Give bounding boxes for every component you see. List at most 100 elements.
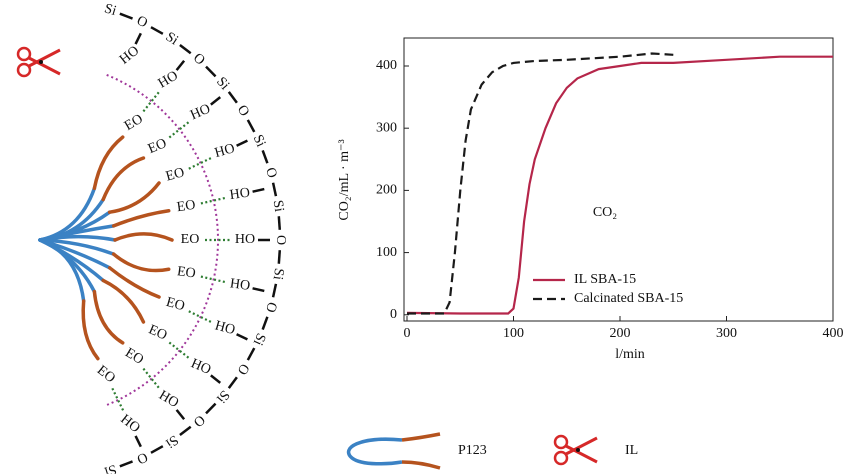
wall-bond	[120, 461, 133, 466]
scissors-blade	[566, 438, 597, 454]
legend-il: IL	[625, 443, 638, 458]
ho-group: HO	[189, 356, 213, 378]
scissors-pivot	[576, 448, 580, 452]
wall-atom: Si	[163, 432, 181, 451]
wall-link	[136, 33, 141, 44]
x-tick-label: 100	[503, 326, 524, 341]
scissors-blade	[29, 50, 60, 66]
wall-atom: Si	[250, 133, 269, 150]
eo-group: EO	[94, 363, 118, 386]
y-tick-label: 400	[376, 58, 397, 73]
wall-atom: Si	[250, 331, 269, 348]
legend-p123-peo	[349, 439, 402, 464]
wall-link	[211, 375, 220, 382]
scissors-blade	[29, 58, 60, 74]
wall-bond	[229, 377, 237, 388]
wall-atom: O	[134, 449, 150, 467]
wall-bond	[263, 150, 268, 163]
wall-bond	[206, 404, 216, 414]
wall-atom: O	[262, 300, 279, 314]
wall-atom: O	[134, 13, 150, 31]
ppo-chain	[94, 137, 122, 188]
ho-group: HO	[235, 232, 255, 247]
wall-bond	[248, 348, 254, 360]
ppo-chain	[115, 234, 172, 240]
legend-label: Calcinated SBA-15	[574, 291, 683, 306]
legend-label: IL SBA-15	[574, 272, 636, 287]
eo-group: EO	[122, 112, 146, 134]
wall-bond	[180, 45, 191, 53]
y-axis-label: CO₂/mL · m⁻³	[337, 139, 352, 220]
wall-link	[211, 97, 220, 104]
ppo-chain	[110, 183, 159, 212]
ho-group: HO	[229, 276, 251, 294]
wall-bond	[151, 27, 163, 34]
hydrogen-bond	[143, 92, 159, 111]
wall-atom: O	[273, 235, 288, 245]
wall-bond	[120, 14, 133, 19]
x-tick-label: 200	[610, 326, 631, 341]
x-axis-label: l/min	[615, 347, 645, 362]
wall-bond	[229, 92, 237, 103]
wall-bond	[151, 446, 163, 453]
ho-group: HO	[213, 318, 236, 338]
y-tick-label: 200	[376, 183, 397, 198]
scissors-blade	[566, 446, 597, 462]
ppo-chain	[94, 292, 122, 343]
wall-bond	[273, 284, 276, 297]
ppo-chain	[114, 254, 169, 270]
y-tick-label: 100	[376, 245, 397, 260]
hydrogen-bond	[143, 369, 159, 388]
eo-group: EO	[181, 232, 200, 247]
wall-bond	[273, 183, 276, 196]
ppo-chain	[114, 211, 169, 226]
y-tick-label: 0	[390, 307, 397, 322]
wall-atom: O	[234, 361, 252, 378]
ho-group: HO	[156, 388, 181, 411]
wall-link	[136, 436, 141, 447]
legend-p123: P123	[458, 443, 487, 458]
wall-bond	[206, 67, 216, 77]
wall-link	[253, 189, 265, 192]
wall-atom: Si	[102, 1, 118, 19]
ho-group: HO	[117, 412, 142, 436]
x-tick-label: 300	[716, 326, 737, 341]
ppo-chain	[83, 301, 98, 359]
wall-bond	[279, 250, 280, 264]
wall-atom: Si	[213, 387, 232, 406]
scissors-handle	[18, 64, 30, 76]
eo-group: EO	[146, 136, 169, 157]
legend-p123-ppo	[402, 434, 440, 468]
wall-bond	[180, 427, 191, 435]
annotation: CO₂	[593, 205, 617, 220]
ho-group: HO	[188, 102, 212, 124]
wall-link	[177, 410, 185, 419]
eo-group: EO	[164, 165, 186, 184]
hydrogen-bond	[112, 388, 123, 410]
scissors-handle	[18, 48, 30, 60]
wall-link	[237, 141, 248, 146]
scissors-pivot	[39, 60, 43, 64]
scissors-handle	[555, 436, 567, 448]
wall-link	[237, 334, 248, 339]
ppo-chain	[110, 268, 159, 297]
figure: CO₂/mL · m⁻³ l/min CO₂ P123 IL 0 100 200 30…	[0, 0, 848, 474]
x-tick-label: 0	[404, 326, 411, 341]
ho-group: HO	[229, 186, 251, 204]
wall-link	[253, 288, 265, 291]
wall-atom: O	[234, 103, 252, 120]
eo-group: EO	[176, 264, 197, 281]
ho-group: HO	[117, 43, 142, 67]
wall-atom: O	[190, 51, 208, 69]
ho-group: HO	[213, 141, 236, 161]
eo-group: EO	[122, 345, 146, 367]
wall-link	[177, 61, 185, 70]
eo-group: EO	[146, 322, 169, 343]
eo-group: EO	[176, 198, 197, 215]
wall-atom: O	[262, 166, 279, 180]
eo-group: EO	[164, 295, 186, 314]
wall-bond	[279, 216, 280, 230]
wall-atom: O	[190, 411, 208, 429]
ppo-chain	[103, 158, 143, 200]
scissors-handle	[555, 452, 567, 464]
